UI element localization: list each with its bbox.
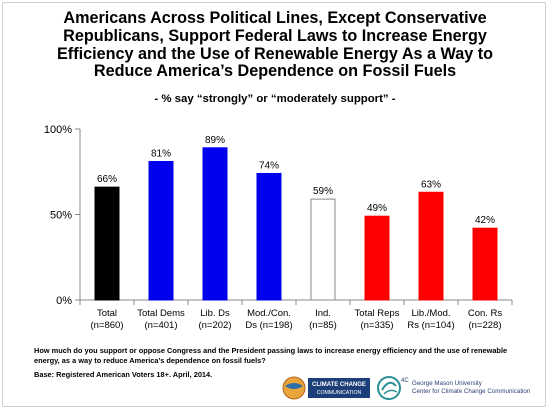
title-line: Efficiency and the Use of Renewable Ener… (57, 44, 493, 63)
bar (94, 186, 120, 301)
chart-title: Americans Across Political Lines, Except… (20, 9, 530, 81)
badge-text: 4C (401, 378, 409, 384)
bar (364, 215, 390, 301)
title-line: Reduce America’s Dependence on Fossil Fu… (93, 62, 457, 81)
bar (418, 191, 444, 301)
y-tick-label: 0% (56, 295, 72, 307)
data-label: 63% (421, 179, 441, 190)
category-label: Ind. (315, 308, 331, 319)
gmu-name: George Mason University (412, 380, 482, 387)
slide-border (2, 2, 546, 407)
category-sublabel: (n=85) (309, 320, 337, 331)
data-label: 49% (367, 203, 387, 214)
data-label: 42% (475, 215, 495, 226)
category-label: Total Dems (137, 308, 185, 319)
category-sublabel: (n=401) (144, 320, 177, 331)
category-label: Mod./Con. (247, 308, 291, 319)
category-sublabel: (n=202) (198, 320, 231, 331)
logo-text-line1: CLIMATE CHANGE (312, 382, 366, 388)
y-tick-label: 50% (50, 210, 72, 222)
chart-subtitle: - % say “strongly” or “moderately suppor… (154, 93, 396, 105)
survey-base: Base: Registered American Voters 18+. Ap… (34, 370, 213, 379)
bar (202, 147, 228, 301)
yale-climate-logo: CLIMATE CHANGE COMMUNICATION (282, 376, 370, 400)
category-sublabel: (n=860) (90, 320, 123, 331)
logo-text-line2: COMMUNICATION (317, 390, 362, 396)
data-label: 66% (97, 174, 117, 185)
gmu-center: Center for Climate Change Communication (412, 388, 531, 395)
data-label: 81% (151, 148, 171, 159)
data-label: 74% (259, 160, 279, 171)
bar (256, 172, 282, 301)
category-label: Lib. Ds (200, 308, 230, 319)
title-line: Americans Across Political Lines, Except… (63, 9, 487, 27)
survey-question: How much do you support or oppose Congre… (34, 346, 508, 365)
bar (148, 160, 174, 301)
category-sublabel: (n=228) (468, 320, 501, 331)
category-sublabel: (n=335) (360, 320, 393, 331)
gmu-4c-logo: 4C George Mason University Center for Cl… (376, 374, 530, 402)
data-label: 59% (313, 186, 333, 197)
category-label: Con. Rs (468, 308, 503, 319)
category-label: Total (97, 308, 117, 319)
category-label: Total Reps (355, 308, 400, 319)
data-label: 89% (205, 135, 225, 146)
bar (472, 227, 498, 301)
title-line: Republicans, Support Federal Laws to Inc… (63, 26, 487, 45)
y-tick-label: 100% (44, 124, 72, 136)
category-sublabel: Ds (n=198) (245, 320, 292, 331)
category-label: Lib./Mod. (411, 308, 450, 319)
swirl-icon: 4C (377, 376, 409, 400)
category-sublabel: Rs (n=104) (407, 320, 454, 331)
bar (310, 198, 336, 301)
